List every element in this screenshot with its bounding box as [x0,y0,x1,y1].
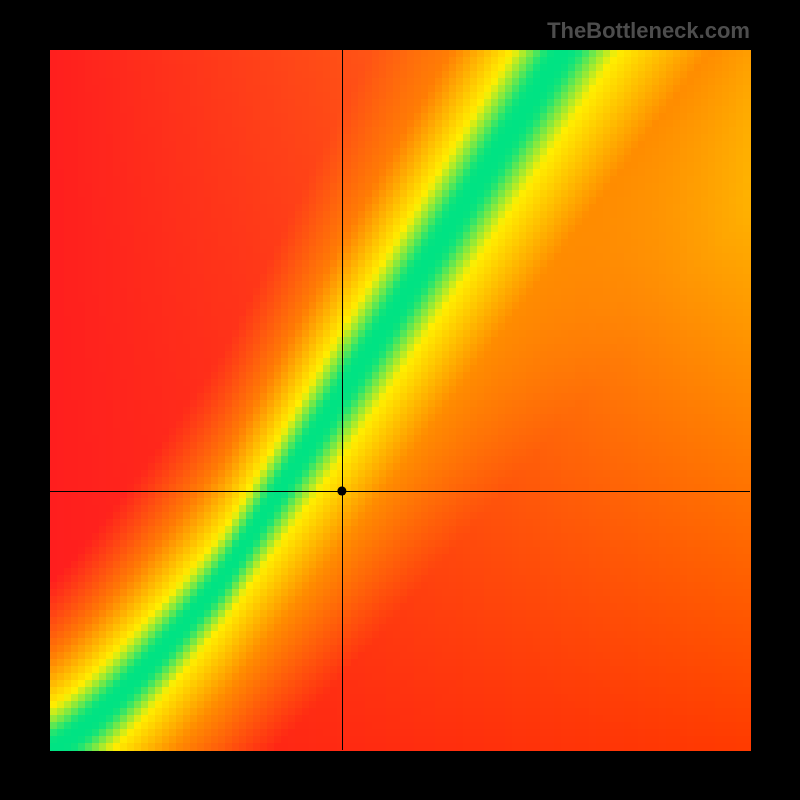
watermark-text: TheBottleneck.com [547,18,750,44]
bottleneck-heatmap [0,0,800,800]
chart-container: TheBottleneck.com [0,0,800,800]
